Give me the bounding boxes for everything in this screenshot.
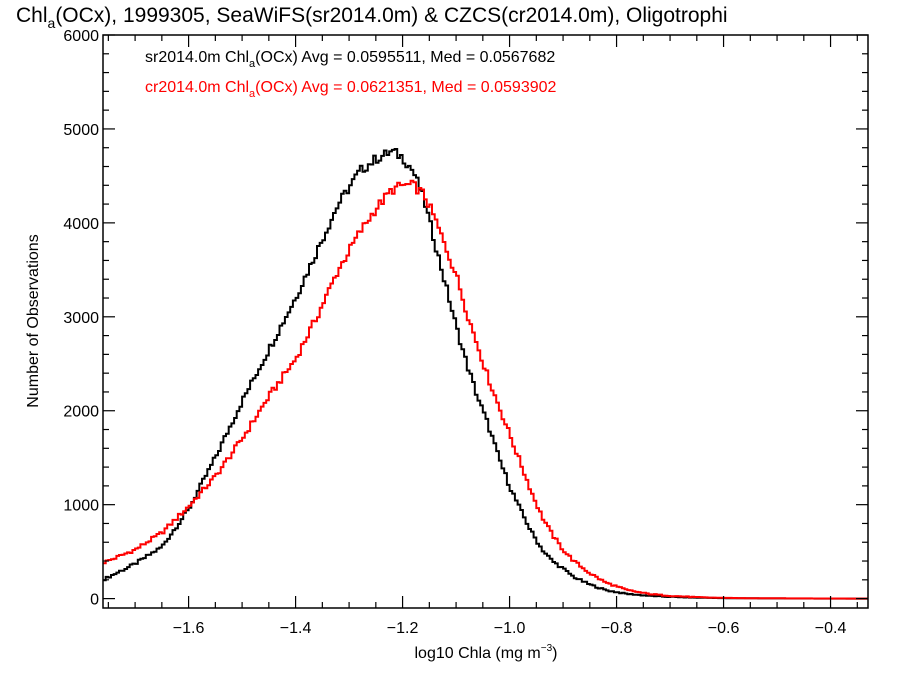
x-tick-label: −0.8 (601, 620, 633, 637)
y-tick-label: 3000 (63, 310, 99, 327)
x-tick-label: −1.4 (280, 620, 312, 637)
ticks-layer: −1.6 −1.4 −1.2 −1.0 −0.8 −0.6 −0.4 0 1000 2000 300… (63, 28, 868, 637)
legend-entry-red: cr2014.0m Chla(OCx) Avg = 0.0621351, Med… (145, 79, 557, 100)
y-tick-label: 1000 (63, 498, 99, 515)
y-tick-label: 6000 (63, 28, 99, 45)
x-tick-label: −0.4 (815, 620, 847, 637)
legend-entry-black: sr2014.0m Chla(OCx) Avg = 0.0595511, Med… (145, 49, 555, 70)
x-axis-label: log10 Chla (mg m−3) (414, 643, 557, 662)
series-line-red (103, 179, 868, 600)
series-layer (103, 148, 868, 600)
y-tick-label: 2000 (63, 404, 99, 421)
x-tick-label: −1.6 (173, 620, 205, 637)
x-tick-label: −0.6 (708, 620, 740, 637)
chart-title: Chla(OCx), 1999305, SeaWiFS(sr2014.0m) &… (16, 4, 728, 31)
y-tick-label: 5000 (63, 122, 99, 139)
plot-area: −1.6 −1.4 −1.2 −1.0 −0.8 −0.6 −0.4 0 1000 2000 300… (63, 28, 869, 637)
y-axis-label: Number of Observations (25, 234, 42, 407)
x-tick-label: −1.2 (387, 620, 419, 637)
x-tick-label: −1.0 (494, 620, 526, 637)
y-tick-label: 4000 (63, 216, 99, 233)
y-tick-label: 0 (90, 592, 99, 609)
plot-frame (102, 34, 869, 609)
